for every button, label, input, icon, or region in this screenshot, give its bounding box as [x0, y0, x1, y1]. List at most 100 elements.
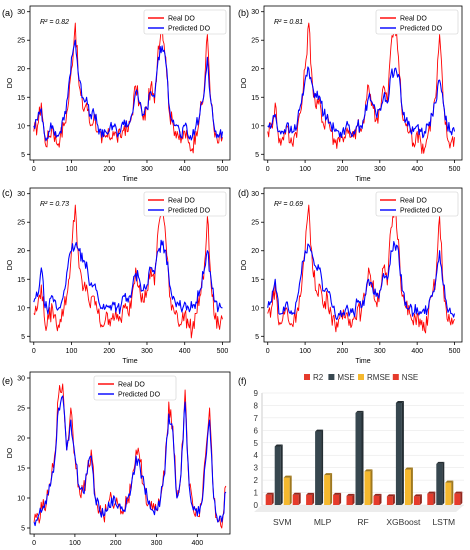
bar-top	[386, 494, 395, 497]
chart-floor	[254, 505, 464, 512]
bar-nse-lstm	[454, 493, 461, 505]
y-tick-label: 20	[17, 248, 25, 255]
x-tick-label: 0	[32, 166, 36, 173]
bar-side	[271, 492, 274, 505]
y-tick-label: 20	[17, 436, 25, 443]
x-tick-label: 400	[411, 348, 423, 355]
legend-label: Predicted DO	[168, 26, 211, 33]
series-line-real-do	[267, 22, 455, 154]
panel-c: (c) 0 100 200 300 400 500 5 10 15 20 25 30 Time DO R² =…	[2, 187, 231, 365]
x-tick-label: 0	[266, 166, 270, 173]
x-tick-label: 100	[66, 348, 78, 355]
r2-annotation: R² = 0.69	[274, 201, 303, 208]
y-axis-label: DO	[7, 77, 14, 88]
x-tick-label: 400	[411, 166, 423, 173]
bar-r2-xgboost	[386, 496, 393, 505]
y-tick-label: 20	[251, 248, 259, 255]
y-tick-label: 7	[254, 414, 259, 423]
r2-annotation: R² = 0.82	[40, 19, 69, 26]
bar-mse-lstm	[436, 463, 443, 505]
panel-e: (e)010020030040051015202530TimeDOR² = 0.…	[2, 371, 231, 547]
x-tick-label: 100	[66, 166, 78, 173]
y-tick-label: 5	[21, 152, 25, 159]
x-tick-label: 100	[299, 348, 311, 355]
bar-nse-svm	[292, 494, 299, 505]
series-line-real-do	[267, 204, 455, 334]
series-line-real-do	[33, 22, 223, 154]
y-tick-label: 2	[254, 476, 259, 485]
x-tick-label: SVM	[273, 517, 291, 527]
legend-label: Predicted DO	[118, 392, 161, 399]
y-axis-label: DO	[7, 447, 14, 458]
bar-mse-rf	[355, 412, 362, 505]
y-tick-label: 15	[17, 277, 25, 284]
y-tick-label: 30	[17, 191, 25, 198]
y-tick-label: 1	[254, 489, 259, 498]
series-line-predicted-do	[267, 66, 456, 139]
bar-side	[352, 493, 355, 505]
y-tick-label: 10	[17, 305, 25, 312]
bar-side	[442, 461, 445, 505]
y-tick-label: 5	[21, 526, 25, 533]
bar-top	[364, 469, 373, 472]
bar-r2-lstm	[427, 493, 434, 505]
panel-label: (d)	[238, 188, 249, 198]
x-axis-label: Time	[122, 358, 137, 365]
legend-label: Real DO	[118, 382, 145, 389]
y-tick-label: 30	[251, 9, 259, 16]
bar-rmse-mlp	[324, 475, 331, 505]
bar-rmse-rf	[364, 471, 371, 505]
y-tick-label: 15	[17, 95, 25, 102]
bar-side	[298, 492, 301, 505]
y-tick-label: 6	[254, 426, 259, 435]
bar-top	[454, 491, 463, 494]
bar-top	[413, 494, 422, 497]
y-tick-label: 20	[17, 66, 25, 73]
bar-top	[395, 400, 404, 403]
x-tick-label: 500	[217, 166, 229, 173]
y-tick-label: 4	[254, 451, 259, 460]
bar-r2-svm	[265, 494, 272, 505]
bar-side	[419, 494, 422, 505]
y-axis-label: DO	[7, 259, 14, 270]
legend: Real DO Predicted DO	[375, 191, 459, 217]
bar-top	[333, 492, 342, 495]
y-tick-label: 25	[17, 406, 25, 413]
legend-label: RMSE	[367, 373, 390, 382]
x-axis-label: Time	[122, 176, 137, 183]
y-tick-label: 10	[251, 305, 259, 312]
legend-label: Real DO	[400, 198, 427, 205]
bar-side	[339, 492, 342, 505]
legend-label: NSE	[402, 373, 418, 382]
bar-rmse-lstm	[445, 482, 452, 505]
bar-mse-xgboost	[395, 402, 402, 505]
y-tick-label: 5	[255, 152, 259, 159]
y-tick-label: 8	[254, 401, 259, 410]
y-tick-label: 3	[254, 464, 259, 473]
x-tick-label: XGBoost	[386, 517, 421, 527]
x-tick-label: 500	[217, 348, 229, 355]
y-tick-label: 15	[17, 466, 25, 473]
y-tick-label: 10	[17, 123, 25, 130]
x-tick-label: 100	[299, 166, 311, 173]
series-line-predicted-do	[33, 239, 223, 315]
x-tick-label: 0	[266, 348, 270, 355]
r2-annotation: R² = 0.81	[274, 19, 303, 26]
bar-top	[436, 461, 445, 464]
y-axis-label: DO	[241, 77, 248, 88]
x-tick-label: 300	[374, 166, 386, 173]
bar-top	[306, 492, 315, 495]
y-tick-label: 10	[251, 123, 259, 130]
bar-side	[280, 444, 283, 505]
x-tick-label: 300	[374, 348, 386, 355]
legend: Real DO Predicted DO	[375, 9, 459, 35]
bar-side	[392, 494, 395, 505]
x-tick-label: 400	[179, 348, 191, 355]
bar-side	[312, 492, 315, 505]
panel-label: (f)	[238, 376, 247, 386]
x-tick-label: RF	[357, 517, 368, 527]
legend-label: Predicted DO	[400, 208, 443, 215]
y-tick-label: 25	[17, 38, 25, 45]
y-tick-label: 25	[251, 38, 259, 45]
y-tick-label: 30	[17, 376, 25, 383]
